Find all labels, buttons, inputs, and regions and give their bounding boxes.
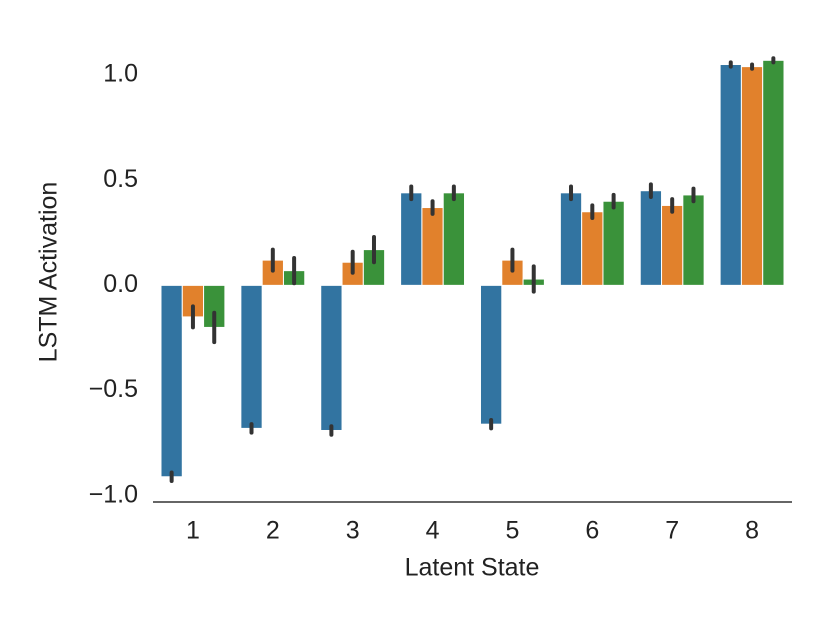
x-tick-label: 7 <box>665 517 679 545</box>
y-tick-label: −0.5 <box>89 375 138 403</box>
bar <box>661 204 684 286</box>
bar <box>320 284 343 431</box>
bar <box>719 64 742 286</box>
bar <box>442 192 466 286</box>
x-tick-label: 5 <box>505 517 519 545</box>
bar <box>421 207 444 286</box>
bar <box>682 194 705 286</box>
bar <box>160 284 183 478</box>
y-tick-label: 1.0 <box>103 60 138 88</box>
x-tick-label: 2 <box>266 517 280 545</box>
y-tick-label: 0.5 <box>103 165 138 193</box>
bar <box>581 211 604 286</box>
bar <box>479 284 503 425</box>
y-tick-label: 0.0 <box>103 270 138 298</box>
bar <box>240 284 263 429</box>
bar <box>762 59 785 286</box>
bar <box>559 192 583 286</box>
x-tick-label: 8 <box>745 517 759 545</box>
x-tick-label: 1 <box>186 517 200 545</box>
bar <box>639 190 663 286</box>
bar <box>740 66 764 286</box>
x-tick-label: 4 <box>426 517 440 545</box>
y-axis-label: LSTM Activation <box>35 182 63 363</box>
x-tick-label: 3 <box>346 517 360 545</box>
x-axis-label: Latent State <box>405 554 540 582</box>
x-tick-label: 6 <box>585 517 599 545</box>
bar <box>400 192 423 286</box>
y-tick-label: −1.0 <box>89 480 138 508</box>
bar <box>602 200 625 286</box>
